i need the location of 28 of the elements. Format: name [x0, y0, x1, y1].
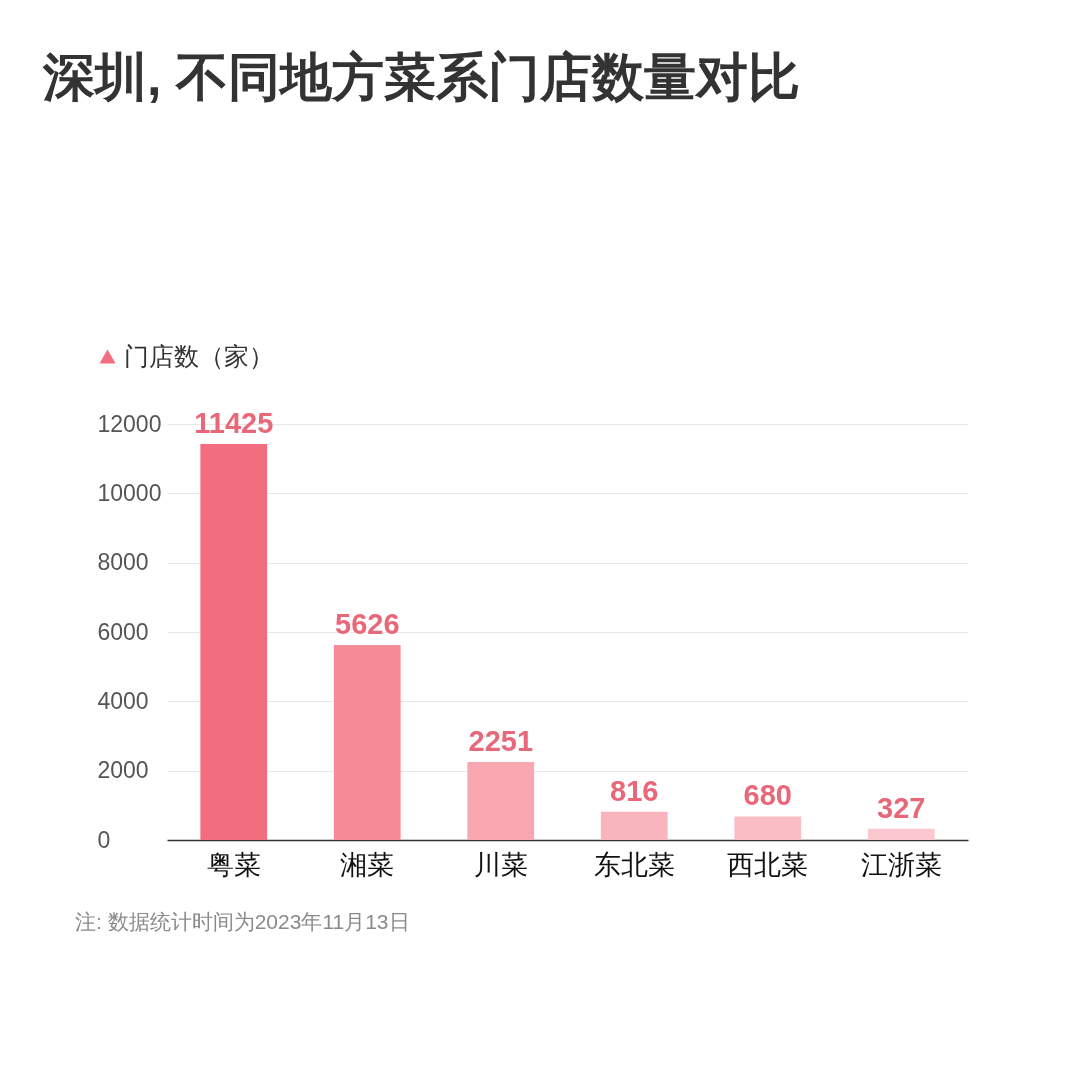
data-label: 816 [610, 774, 659, 807]
bar [467, 761, 535, 840]
text: 注: 数据统计时间为2023年11月13日 [75, 910, 410, 933]
x-tick-label: 西北菜 [727, 849, 809, 880]
data-label: 2251 [468, 724, 534, 757]
bar [200, 443, 268, 840]
data-label: 11425 [194, 406, 274, 439]
bar [600, 811, 668, 840]
y-tick-label: 8000 [97, 549, 149, 576]
data-label: 327 [877, 791, 926, 824]
data-label: 5626 [334, 607, 400, 640]
y-tick-label: 2000 [97, 757, 149, 784]
x-tick-label: 粤菜 [206, 849, 261, 880]
x-tick-label: 江浙菜 [860, 849, 942, 880]
x-tick-label: 东北菜 [593, 849, 675, 880]
x-tick-label: 川菜 [473, 849, 528, 880]
chart-title: 深圳, 不同地方菜系门店数量对比 [42, 48, 800, 106]
y-tick-label: 6000 [97, 618, 149, 645]
y-tick-label: 0 [97, 826, 111, 853]
y-tick-label: 10000 [97, 479, 162, 506]
x-tick-label: 湘菜 [340, 849, 395, 880]
bar [867, 828, 935, 840]
bar [333, 644, 401, 840]
data-label: 680 [743, 779, 792, 812]
y-tick-label: 12000 [97, 410, 162, 437]
y-tick-label: 4000 [97, 687, 149, 714]
bar [734, 816, 802, 840]
legend-label: 门店数（家） [124, 341, 274, 370]
